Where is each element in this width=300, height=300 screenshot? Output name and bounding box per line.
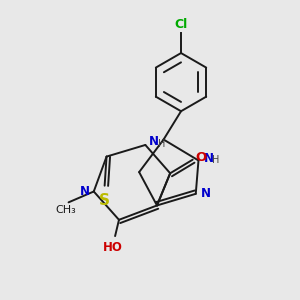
Text: HO: HO bbox=[103, 241, 123, 254]
Text: S: S bbox=[99, 193, 110, 208]
Text: N: N bbox=[80, 185, 90, 198]
Text: N: N bbox=[149, 135, 159, 148]
Text: H: H bbox=[212, 155, 219, 165]
Text: Cl: Cl bbox=[174, 18, 188, 31]
Text: O: O bbox=[195, 151, 207, 164]
Text: CH₃: CH₃ bbox=[55, 206, 76, 215]
Text: N: N bbox=[201, 187, 211, 200]
Text: N: N bbox=[203, 152, 214, 165]
Text: H: H bbox=[158, 139, 165, 149]
